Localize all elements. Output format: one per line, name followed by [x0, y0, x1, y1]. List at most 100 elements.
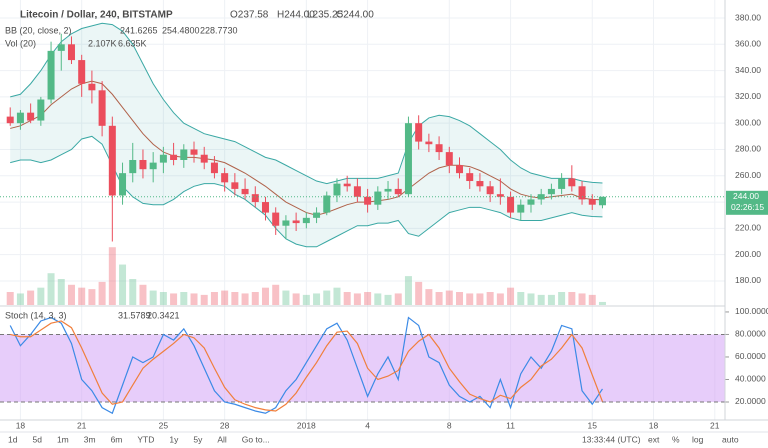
y-tick-label: 280.00 [735, 144, 761, 154]
range-button[interactable]: Go to... [242, 434, 270, 444]
volume-bar [210, 292, 218, 305]
candle-body [547, 188, 555, 195]
range-button[interactable]: All [217, 434, 227, 444]
candle-body [507, 196, 515, 213]
range-button[interactable]: YTD [137, 434, 154, 444]
candle-body [588, 199, 596, 205]
x-tick-label: 28 [220, 420, 230, 430]
candle-body [6, 116, 14, 124]
volume-bar [108, 247, 116, 305]
candle-body [27, 112, 35, 121]
volume-bar [170, 293, 178, 305]
volume-bar [333, 287, 341, 305]
volume-bar [598, 301, 606, 305]
indicator-label: BB (20, close, 2) [5, 25, 72, 35]
volume-bar [231, 292, 239, 305]
volume-bar [119, 264, 127, 305]
candle-body [527, 199, 535, 205]
range-button[interactable]: 5d [32, 434, 42, 444]
ohlc: H244.00 [277, 10, 315, 21]
indicator-value: 254.4800 [162, 25, 200, 35]
candle-body [323, 195, 331, 213]
candle-body [16, 112, 24, 124]
volume-bar [292, 293, 300, 305]
volume-bar [323, 290, 331, 305]
option-button[interactable]: auto [722, 434, 739, 444]
volume-bar [180, 292, 188, 305]
candle-body [394, 188, 402, 195]
x-tick-label: 21 [710, 420, 720, 430]
candle-body [343, 183, 351, 187]
candle-body [272, 212, 280, 226]
last-price-label: 244.00 [733, 191, 759, 201]
volume-bar [37, 287, 45, 305]
volume-bar [16, 293, 24, 305]
volume-bar [221, 290, 229, 305]
option-button[interactable]: log [692, 434, 704, 444]
candle-body [292, 220, 300, 224]
y-tick-label: 260.00 [735, 170, 761, 180]
candle-body [558, 178, 566, 189]
y-tick-label: 340.00 [735, 65, 761, 75]
range-button[interactable]: 1d [8, 434, 18, 444]
indicator-value: 20.3421 [147, 310, 180, 320]
volume-bar [47, 273, 55, 305]
candle-body [67, 44, 75, 61]
volume-bar [384, 294, 392, 305]
x-tick-label: 21 [77, 420, 87, 430]
range-button[interactable]: 5y [193, 434, 203, 444]
indicator-label: Stoch (14, 3, 3) [5, 310, 67, 320]
x-tick-label: 18 [649, 420, 659, 430]
volume-bar [6, 292, 14, 305]
volume-bar [435, 292, 443, 305]
volume-bar [404, 276, 412, 305]
indicator-value: 241.6265 [120, 25, 158, 35]
volume-bar [88, 289, 96, 305]
ohlc: C244.00 [336, 10, 374, 21]
candle-body [190, 149, 198, 155]
candle-body [139, 159, 147, 170]
volume-bar [343, 292, 351, 305]
volume-bar [476, 293, 484, 305]
clock: 13:33:44 (UTC) [582, 434, 641, 444]
candle-body [251, 194, 259, 203]
y-tick-label: 300.00 [735, 117, 761, 127]
candle-body [200, 154, 208, 163]
range-button[interactable]: 1y [169, 434, 179, 444]
candle-body [149, 162, 157, 170]
candle-body [98, 90, 106, 126]
candle-body [486, 186, 494, 195]
volume-bar [282, 290, 290, 305]
volume-bar [537, 294, 545, 305]
volume-bar [139, 284, 147, 305]
volume-bar [507, 287, 515, 305]
candle-body [496, 194, 504, 197]
volume-bar [313, 293, 321, 305]
option-button[interactable]: % [672, 434, 680, 444]
band-fill [10, 23, 603, 247]
volume-bar [496, 293, 504, 305]
countdown-label: 02:26:15 [731, 202, 764, 212]
range-button[interactable]: 6m [111, 434, 123, 444]
candle-body [57, 44, 65, 51]
last-price-badge [726, 190, 768, 215]
y-tick-label: 320.00 [735, 91, 761, 101]
ohlc: L235.25 [307, 10, 344, 21]
stoch-line [9, 316, 603, 415]
candle-body [221, 173, 229, 183]
candle-body [119, 173, 127, 196]
volume-bar [27, 290, 35, 305]
range-button[interactable]: 1m [57, 434, 69, 444]
volume-bar [527, 293, 535, 305]
volume-bar [486, 292, 494, 305]
range-button[interactable]: 3m [84, 434, 96, 444]
option-button[interactable]: ext [648, 434, 660, 444]
y-tick-label: 380.00 [735, 12, 761, 22]
indicator-value: 2.107K [88, 38, 117, 48]
volume-bar [200, 294, 208, 305]
candle-body [364, 196, 372, 205]
y-tick-label: 220.00 [735, 223, 761, 233]
volume-bar [272, 284, 280, 305]
volume-bar [466, 293, 474, 305]
